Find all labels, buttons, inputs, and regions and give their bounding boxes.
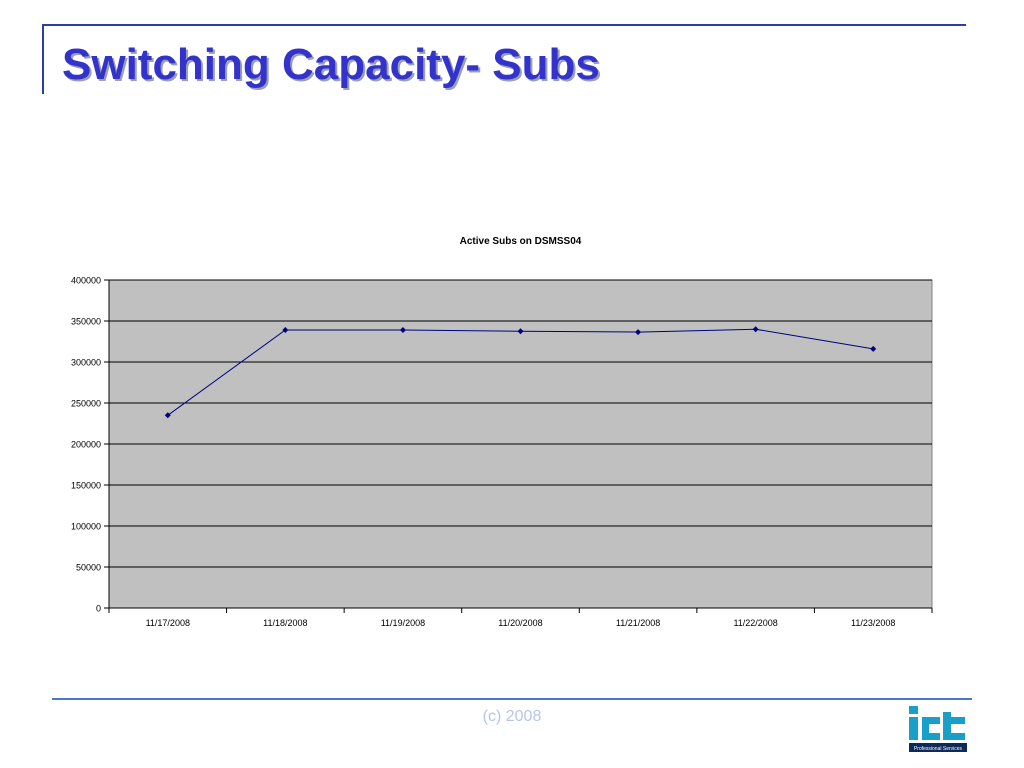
x-tick-label: 11/19/2008	[381, 618, 425, 628]
y-tick-label: 250000	[71, 399, 101, 409]
x-tick-label: 11/17/2008	[146, 618, 190, 628]
data-point	[164, 412, 171, 419]
copyright-footer: (c) 2008	[482, 708, 542, 725]
data-point	[870, 345, 877, 352]
data-point	[517, 328, 524, 335]
ict-logo: Professional Services	[909, 706, 967, 752]
y-tick-label: 100000	[71, 522, 101, 532]
y-tick-label: 0	[96, 604, 101, 614]
y-tick-label: 350000	[71, 317, 101, 327]
y-tick-label: 400000	[71, 276, 101, 286]
footer-rule	[52, 698, 972, 700]
chart-title: Active Subs on DSMSS04	[460, 236, 582, 247]
y-tick-label: 200000	[71, 440, 101, 450]
x-tick-label: 11/20/2008	[498, 618, 542, 628]
logo-subtext: Professional Services	[914, 746, 963, 752]
y-tick-label: 300000	[71, 358, 101, 368]
slide-title: Switching Capacity- Subs	[62, 40, 600, 89]
y-tick-label: 150000	[71, 481, 101, 491]
y-tick-label: 50000	[76, 563, 101, 573]
title-top-rule	[42, 24, 966, 26]
data-point	[752, 326, 759, 333]
data-point	[635, 329, 642, 336]
data-point	[399, 327, 406, 334]
x-tick-label: 11/21/2008	[616, 618, 660, 628]
x-tick-label: 11/23/2008	[851, 618, 895, 628]
x-tick-label: 11/18/2008	[263, 618, 307, 628]
x-tick-label: 11/22/2008	[733, 618, 777, 628]
title-left-rule	[42, 24, 44, 94]
data-point	[282, 327, 289, 334]
